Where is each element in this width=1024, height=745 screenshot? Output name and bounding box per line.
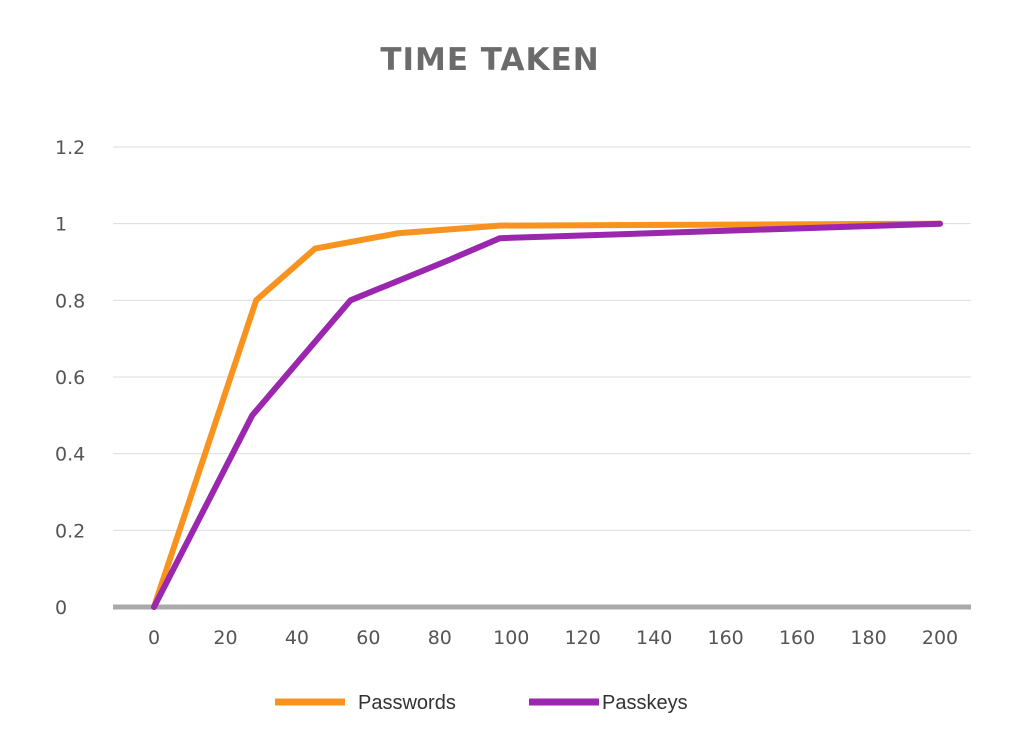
x-tick-label: 120: [565, 627, 601, 649]
y-tick-label: 0.8: [55, 290, 85, 312]
y-axis-ticks: 0 0.2 0.4 0.6 0.8 1 1.2: [55, 137, 85, 619]
x-tick-label: 100: [493, 627, 529, 649]
series-lines: [151, 220, 943, 610]
y-tick-label: 1: [55, 214, 67, 236]
x-tick-label: 80: [428, 627, 452, 649]
legend-label-passkeys: Passkeys: [602, 692, 688, 714]
y-tick-label: 0.4: [55, 444, 85, 466]
x-tick-label: 160: [708, 627, 744, 649]
x-tick-label: 140: [636, 627, 672, 649]
series-line-passkeys: [151, 220, 943, 610]
y-tick-label: 0.6: [55, 367, 85, 389]
legend: Passwords Passkeys: [275, 692, 688, 714]
x-tick-label: 180: [850, 627, 886, 649]
x-tick-label: 60: [356, 627, 380, 649]
series-line-passwords: [151, 220, 943, 610]
x-tick-label: 160: [779, 627, 815, 649]
x-tick-label: 40: [285, 627, 309, 649]
x-tick-label: 20: [213, 627, 237, 649]
x-axis-ticks: 0 20 40 60 80 100 120 140 160 160 180 200: [148, 627, 958, 649]
chart-title: TIME TAKEN: [380, 42, 599, 78]
y-tick-label: 1.2: [55, 137, 85, 159]
x-tick-label: 200: [922, 627, 958, 649]
x-tick-label: 0: [148, 627, 160, 649]
y-tick-label: 0: [55, 597, 67, 619]
legend-label-passwords: Passwords: [358, 692, 456, 714]
y-tick-label: 0.2: [55, 520, 85, 542]
